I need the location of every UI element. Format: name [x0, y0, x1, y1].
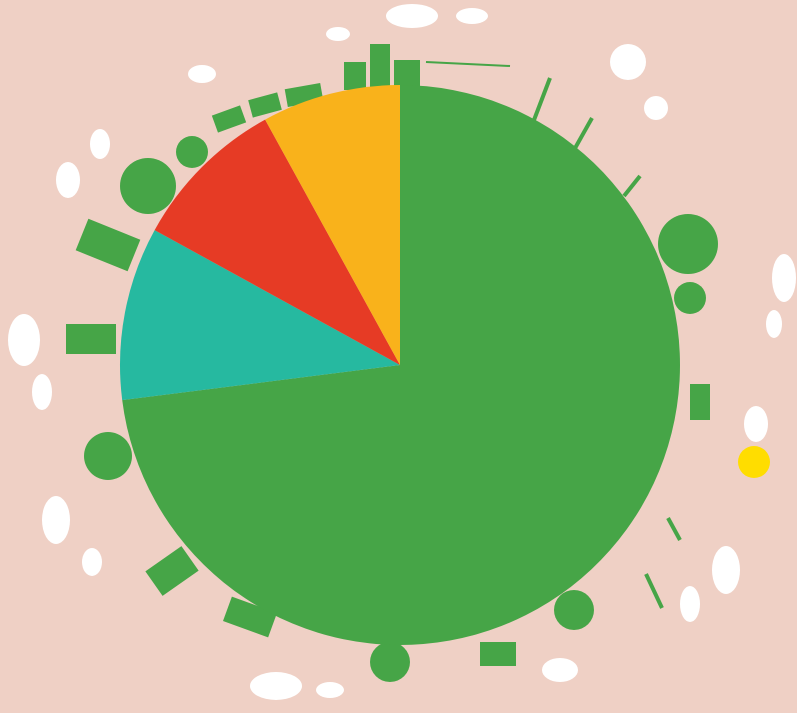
bus: [211, 105, 247, 133]
windmill: [532, 77, 552, 121]
solar-panel: [480, 642, 516, 666]
cloud: [680, 586, 700, 622]
cloud: [32, 374, 52, 410]
cloud: [542, 658, 578, 682]
cloud: [644, 96, 668, 120]
tree: [370, 642, 410, 682]
building: [75, 218, 141, 272]
building: [394, 60, 420, 90]
cloud: [56, 162, 80, 198]
tree: [658, 214, 718, 274]
building: [66, 324, 116, 354]
power-line: [425, 61, 511, 67]
bus: [248, 92, 282, 118]
cloud: [772, 254, 796, 302]
pie-slice: [122, 85, 680, 645]
building: [370, 44, 390, 90]
solar-panel: [690, 384, 710, 420]
cloud: [386, 4, 438, 28]
tree: [554, 590, 594, 630]
tree: [84, 432, 132, 480]
cloud: [250, 672, 302, 700]
pie: [120, 85, 680, 645]
bus: [223, 596, 277, 638]
building: [145, 546, 199, 596]
windmill: [666, 517, 682, 541]
cloud: [456, 8, 488, 24]
pie-slice: [154, 119, 400, 366]
tree: [176, 136, 208, 168]
cloud: [188, 65, 216, 83]
cloud: [90, 129, 110, 159]
cloud: [42, 496, 70, 544]
pie-slice: [120, 230, 401, 401]
windmill: [644, 573, 664, 609]
tree: [120, 158, 176, 214]
pie-slice: [265, 85, 400, 365]
cloud: [326, 27, 350, 41]
cloud: [744, 406, 768, 442]
sun: [738, 446, 770, 478]
cloud: [610, 44, 646, 80]
building: [344, 62, 366, 90]
windmill: [622, 174, 642, 198]
cloud: [82, 548, 102, 576]
tree: [674, 282, 706, 314]
cloud: [316, 682, 344, 698]
cloud: [8, 314, 40, 366]
decoration: [8, 4, 796, 700]
cloud: [712, 546, 740, 594]
windmill: [572, 117, 594, 151]
cloud: [766, 310, 782, 338]
